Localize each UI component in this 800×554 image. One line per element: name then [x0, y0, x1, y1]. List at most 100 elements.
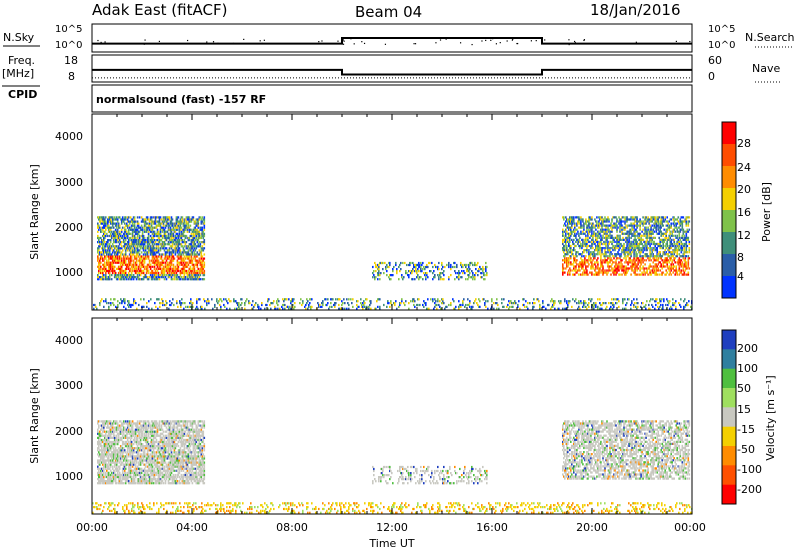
scatter-cell [684, 242, 687, 246]
scatter-cell [686, 228, 689, 231]
scatter-cell [668, 244, 670, 248]
scatter-cell [646, 253, 648, 256]
scatter-cell [140, 265, 143, 268]
scatter-cell [109, 245, 112, 248]
scatter-cell [105, 226, 107, 229]
scatter-cell [474, 276, 476, 279]
scatter-cell [580, 244, 582, 248]
scatter-cell [339, 307, 341, 310]
scatter-cell [613, 298, 615, 301]
scatter-cell [408, 270, 410, 273]
scatter-cell [161, 267, 164, 270]
scatter-cell [679, 218, 682, 221]
scatter-cell [611, 220, 613, 223]
scatter-cell [413, 303, 415, 307]
scatter-cell [138, 253, 141, 256]
scatter-cell [595, 238, 597, 241]
scatter-cell [410, 300, 412, 303]
scatter-cell [157, 243, 160, 246]
scatter-cell [173, 274, 176, 277]
scatter-cell [177, 234, 180, 238]
scatter-cell [229, 300, 231, 303]
scatter-cell [110, 245, 113, 248]
scatter-cell [128, 269, 131, 273]
scatter-cell [658, 226, 660, 229]
scatter-cell [666, 271, 668, 274]
scatter-cell [685, 251, 688, 254]
noise-dot [635, 41, 637, 43]
scatter-cell [162, 261, 165, 264]
scatter-cell [335, 302, 337, 305]
scatter-cell [562, 259, 564, 262]
scatter-cell [196, 245, 199, 248]
scatter-cell [683, 247, 686, 250]
scatter-cell [667, 255, 669, 258]
scatter-cell [94, 303, 96, 307]
scatter-cell [124, 245, 127, 248]
beam-title: Beam 04 [355, 3, 422, 21]
scatter-cell [395, 300, 397, 303]
scatter-cell [261, 302, 263, 305]
noise-dot [384, 43, 387, 45]
scatter-cell [226, 300, 228, 303]
scatter-cell [124, 259, 127, 262]
scatter-cell [683, 307, 685, 310]
scatter-cell [112, 267, 115, 270]
scatter-cell [582, 238, 584, 241]
scatter-cell [609, 251, 611, 254]
scatter-cell [108, 261, 111, 264]
scatter-cell [194, 239, 197, 242]
scatter-cell [156, 220, 159, 223]
scatter-cell [164, 216, 167, 219]
scatter-cell [108, 247, 111, 250]
scatter-cell [656, 242, 658, 246]
scatter-cell [677, 238, 680, 241]
scatter-cell [100, 216, 102, 219]
scatter-cell [593, 255, 595, 258]
scatter-cell [663, 238, 665, 241]
scatter-cell [200, 257, 203, 260]
scatter-cell [570, 263, 572, 266]
scatter-cell [649, 224, 651, 227]
scatter-cell [602, 302, 604, 305]
scatter-cell [152, 255, 155, 258]
scatter-cell [625, 218, 627, 221]
scatter-cell [645, 244, 647, 248]
scatter-cell [638, 251, 640, 254]
scatter-cell [177, 220, 180, 223]
scatter-cell [599, 232, 601, 235]
scatter-cell [641, 267, 643, 270]
scatter-cell [158, 218, 161, 221]
scatter-cell [124, 230, 127, 233]
scatter-cell [576, 259, 578, 262]
scatter-cell [181, 259, 184, 262]
scatter-cell [186, 253, 189, 256]
scatter-cell [683, 259, 686, 262]
scatter-cell [189, 269, 192, 273]
scatter-cell [566, 236, 568, 239]
scatter-cell [611, 218, 613, 221]
scatter-cell [684, 298, 686, 301]
scatter-cell [587, 234, 589, 237]
scatter-cell [103, 243, 105, 246]
scatter-cell [288, 307, 290, 310]
scatter-cell [200, 220, 203, 223]
scatter-cell [168, 251, 171, 254]
scatter-cell [657, 267, 659, 270]
scatter-cell [666, 259, 668, 262]
scatter-cell [599, 216, 601, 219]
scatter-cell [686, 267, 689, 270]
scatter-cell [647, 240, 649, 243]
scatter-cell [184, 265, 187, 268]
scatter-cell [111, 255, 114, 258]
scatter-cell [588, 244, 590, 248]
scatter-cell [566, 251, 568, 254]
scatter-cell [418, 265, 420, 269]
scatter-cell [598, 230, 600, 233]
scatter-cell [454, 278, 456, 281]
scatter-cell [412, 278, 414, 281]
scatter-cell [436, 303, 438, 307]
scatter-cell [183, 239, 186, 242]
scatter-cell [582, 242, 584, 246]
scatter-cell [567, 265, 569, 268]
